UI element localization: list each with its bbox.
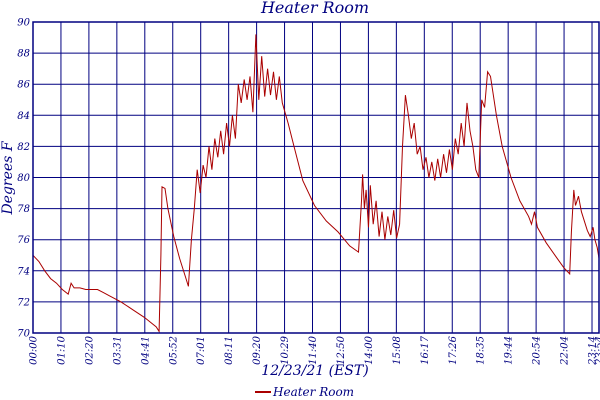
x-axis-label: 12/23/21 (EST): [261, 363, 368, 379]
y-tick-label: 88: [17, 49, 30, 60]
plot-frame: [32, 21, 600, 334]
x-tick-label: 10:29: [280, 335, 291, 364]
x-tick-label: 03:31: [112, 336, 123, 365]
x-tick-label: 09:20: [252, 335, 263, 364]
chart-title: Heater Room: [260, 0, 369, 17]
x-tick-label: 14:00: [364, 335, 375, 364]
y-tick-label: 84: [17, 111, 30, 122]
x-tick-label: 23:14: [588, 336, 599, 366]
y-tick-label: 78: [17, 204, 30, 215]
x-tick-label: 22:04: [560, 336, 571, 366]
x-tick-label: 23:54: [595, 336, 600, 366]
x-tick-label: 11:40: [308, 335, 319, 364]
x-tick-label: 17:26: [448, 335, 459, 364]
x-tick-labels: 00:00 01:10 02:20 03:31 04:41 05:52 07:01 08:11…: [29, 335, 600, 365]
y-tick-labels: 70 72 74 76 78 80 82 84 86 88 90: [17, 18, 30, 340]
x-tick-label: 00:00: [29, 335, 40, 364]
y-tick-label: 90: [17, 18, 30, 29]
x-tick-label: 01:10: [56, 335, 67, 364]
x-tick-label: 08:11: [224, 336, 235, 365]
x-tick-label: 20:54: [532, 336, 543, 366]
x-tick-label: 15:08: [392, 336, 403, 365]
y-axis-label: Degrees F: [0, 140, 16, 215]
y-tick-label: 76: [17, 235, 30, 246]
y-tick-label: 82: [17, 142, 30, 153]
y-tick-label: 86: [17, 80, 30, 91]
x-tick-label: 18:35: [476, 336, 487, 365]
y-tick-label: 80: [17, 173, 30, 184]
x-tick-label: 07:01: [196, 336, 207, 365]
y-tick-label: 70: [17, 329, 30, 340]
series-lines: [32, 34, 600, 334]
x-tick-label: 05:52: [168, 336, 179, 365]
plot-border: [32, 21, 600, 334]
x-tick-label: 12:50: [336, 335, 347, 364]
x-tick-label: 02:20: [84, 335, 95, 364]
x-tick-label: 16:17: [420, 335, 431, 364]
gridlines: [32, 21, 600, 334]
y-tick-label: 72: [17, 297, 30, 308]
x-tick-label: 19:44: [504, 336, 515, 365]
legend: Heater Room: [255, 385, 354, 399]
y-tick-label: 74: [17, 266, 30, 277]
x-tick-label: 04:41: [140, 336, 151, 365]
legend-label: Heater Room: [272, 385, 354, 399]
series-line-heater-room: [32, 34, 600, 334]
